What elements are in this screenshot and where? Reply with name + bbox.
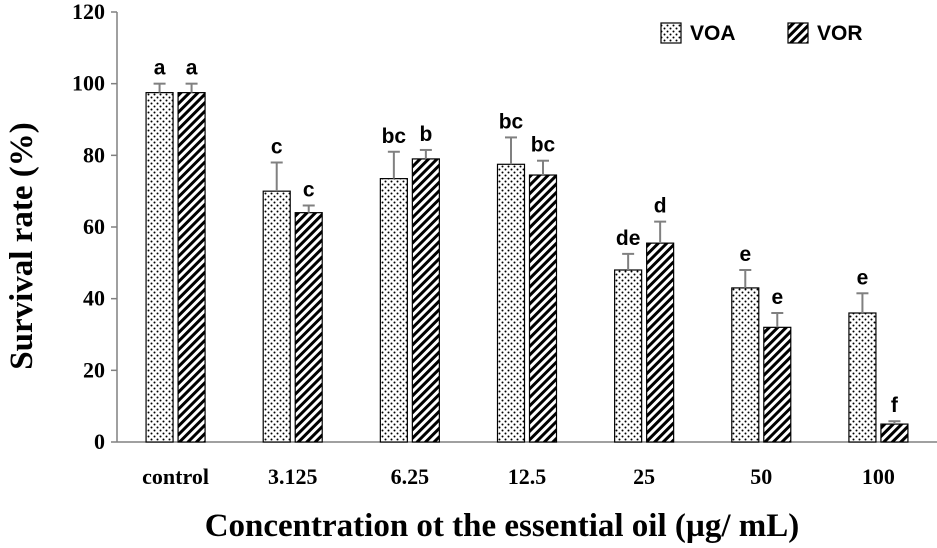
significance-label: b [419,123,432,146]
bar-vor [528,174,558,443]
legend-swatch-voa [660,22,682,44]
significance-label: f [891,394,899,417]
bar-voa [731,287,760,443]
legend-swatch-vor [787,22,809,44]
bar-voa [262,190,291,443]
significance-label: e [857,266,869,289]
y-tick-label: 100 [72,71,105,96]
y-tick-label: 80 [83,142,105,167]
bar-vor [411,158,440,443]
error-bar-group [153,82,901,425]
bar-voa [379,178,408,443]
significance-label: a [154,57,166,80]
y-tick-label: 40 [83,286,105,311]
significance-label: bc [499,110,524,133]
y-tick-label: 120 [72,0,105,24]
y-axis-title: Survival rate (%) [4,122,40,369]
bar-voa [496,163,526,443]
bar-group [145,92,909,443]
bar-vor [294,212,323,443]
x-tick-label: 25 [633,464,655,489]
x-tick-label: control [142,464,209,489]
x-tick-label: 50 [750,464,772,489]
y-tick-label: 20 [83,357,105,382]
x-tick-label: 6.25 [391,464,430,489]
significance-label: c [271,136,283,159]
bar-voa [614,269,643,443]
legend-label-voa: VOA [690,22,736,45]
x-tick-label: 100 [862,464,895,489]
bar-voa [848,312,877,443]
y-axis: 0 20 40 60 80 100 120 [72,0,118,454]
bar-vor [177,92,206,443]
x-tick-label: 12.5 [508,464,547,489]
bar-vor [646,242,675,443]
bar-voa [145,92,174,443]
x-axis-title: Concentration ot the essential oil (µg/ … [205,508,800,544]
bar-vor [763,326,792,443]
significance-label: bc [382,125,407,148]
x-axis: control 3.125 6.25 12.5 25 50 100 [117,441,937,489]
legend-label-vor: VOR [817,22,863,45]
significance-label: bc [531,134,556,157]
significance-label: a [186,57,198,80]
y-tick-label: 0 [94,429,105,454]
significance-label: d [654,195,667,218]
significance-label: e [739,243,751,266]
x-tick-label: 3.125 [268,464,318,489]
significance-label: e [771,286,783,309]
y-tick-label: 60 [83,214,105,239]
legend: VOA VOR [660,22,863,45]
significance-label: de [616,227,641,250]
significance-label: c [303,179,315,202]
bar-vor [880,423,909,443]
